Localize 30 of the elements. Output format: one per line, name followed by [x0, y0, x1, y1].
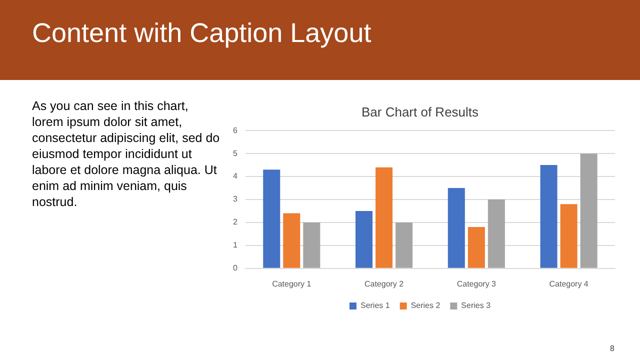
chart-title: Bar Chart of Results — [361, 104, 480, 120]
y-tick-label: 1 — [232, 240, 238, 250]
y-tick-label: 6 — [232, 126, 238, 135]
y-tick-label: 2 — [232, 218, 238, 227]
bar — [396, 222, 413, 268]
x-tick-label: Category 4 — [549, 279, 589, 288]
y-tick-label: 5 — [232, 148, 238, 158]
y-tick-label: 3 — [232, 194, 238, 204]
x-tick-label: Category 3 — [456, 279, 497, 288]
x-tick-label: Category 1 — [272, 279, 312, 288]
bar — [448, 188, 465, 268]
bar — [540, 165, 558, 268]
text: As you can see in this chart, lorem ipsum dolor sit amet, consectetur adipiscing elit, sed do eiusmod tempor incididunt ut labore et dolore magna aliqua. Ut enim ad minim veniam, quis nostrud. — [32, 98, 221, 210]
text: 8 — [610, 344, 614, 353]
y-tick-label: 0 — [232, 264, 238, 273]
bar — [356, 210, 373, 268]
bar — [283, 213, 300, 268]
bar — [263, 170, 280, 268]
bar — [488, 200, 505, 268]
text: Content with Caption Layout — [32, 18, 372, 49]
bar — [560, 204, 578, 268]
bar — [468, 227, 485, 268]
legend-label: Series 3 — [461, 301, 492, 310]
x-tick-label: Category 2 — [364, 279, 404, 288]
bar — [376, 167, 393, 268]
bar — [303, 222, 320, 268]
bar — [580, 154, 598, 268]
y-tick-label: 4 — [232, 172, 238, 181]
legend-label: Series 1 — [360, 301, 390, 310]
legend-label: Series 2 — [410, 301, 441, 310]
